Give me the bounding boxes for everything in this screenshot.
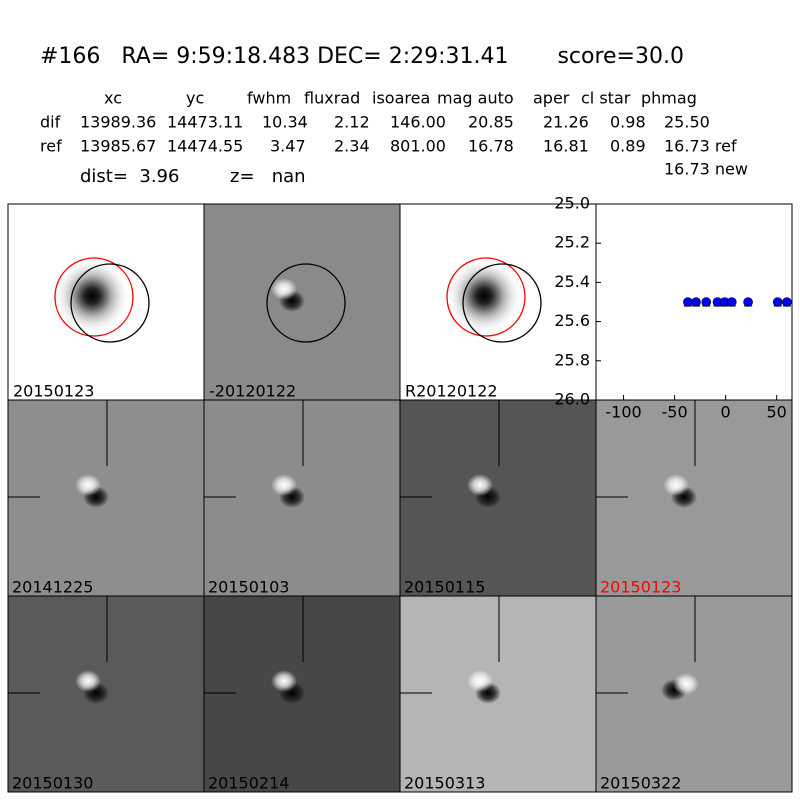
panel (595, 595, 793, 793)
table-cell: ref (40, 137, 62, 156)
y-tick-label: 25.4 (554, 272, 590, 291)
source-light (75, 474, 101, 496)
table-cell: 13989.36 (80, 113, 156, 132)
table-cell: 146.00 (390, 113, 446, 132)
column-header: xc (104, 89, 122, 108)
panel-label: 20150123 (600, 578, 681, 597)
point (726, 297, 737, 307)
panel-label: -20120122 (209, 382, 296, 401)
point (782, 297, 792, 307)
source-light (271, 474, 297, 496)
table-cell: dif (40, 113, 61, 132)
source-light (663, 474, 689, 496)
table-cell: 2.12 (334, 113, 370, 132)
new-phmag: 16.73 new (664, 160, 748, 179)
column-header: aper (533, 89, 570, 108)
column-header: fwhm (247, 89, 291, 108)
x-tick-label: 50 (767, 403, 787, 422)
source-light (271, 670, 297, 692)
column-header: phmag (641, 89, 697, 108)
panel-label: 20150214 (208, 774, 289, 793)
panel-label: R20120122 (405, 382, 498, 401)
table-cell: 801.00 (390, 137, 446, 156)
table-cell: 16.78 (468, 137, 514, 156)
det-circle (70, 263, 150, 343)
point (701, 297, 712, 307)
panel-label: 20150115 (404, 578, 485, 597)
panel-label: 20141225 (12, 578, 93, 597)
title: #166 RA= 9:59:18.483 DEC= 2:29:31.41 sco… (40, 44, 684, 69)
table-cell: 16.73 ref (664, 137, 737, 156)
table-cell: 14473.11 (167, 113, 243, 132)
table-cell: 0.98 (610, 113, 646, 132)
ref-circle (54, 257, 134, 337)
point (772, 297, 783, 307)
source-light (467, 670, 493, 692)
table-cell: 3.47 (270, 137, 306, 156)
det-circle (266, 263, 346, 343)
redshift: z= nan (230, 166, 306, 187)
source-light (271, 278, 297, 300)
source-light (673, 673, 699, 695)
column-header: yc (186, 89, 204, 108)
column-header: mag auto (437, 89, 514, 108)
table-cell: 16.81 (543, 137, 589, 156)
table-cell: 0.89 (610, 137, 646, 156)
table-cell: 21.26 (543, 113, 589, 132)
panel-label: 20150123 (13, 382, 94, 401)
ref-circle (446, 257, 526, 337)
y-tick-label: 25.0 (554, 194, 590, 213)
y-tick-label: 25.8 (554, 350, 590, 369)
point (743, 297, 753, 307)
det-circle (462, 263, 542, 343)
panel-label: 20150322 (600, 774, 681, 793)
dist: dist= 3.96 (80, 166, 179, 187)
source-light (467, 474, 493, 496)
x-tick-label: -50 (662, 403, 688, 422)
x-tick-label: 0 (721, 403, 731, 422)
panel-label: 20150103 (208, 578, 289, 597)
y-tick-label: 25.2 (554, 233, 590, 252)
table-cell: 20.85 (468, 113, 514, 132)
column-header: cl star (581, 89, 631, 108)
column-header: fluxrad (304, 89, 360, 108)
table-cell: 10.34 (262, 113, 308, 132)
table-cell: 14474.55 (167, 137, 243, 156)
y-tick-label: 26.0 (554, 390, 590, 409)
y-tick-label: 25.6 (554, 311, 590, 330)
x-tick-label: -100 (605, 403, 641, 422)
point (691, 297, 701, 307)
panel-label: 20150130 (12, 774, 93, 793)
table-cell: 25.50 (664, 113, 710, 132)
table-cell: 13985.67 (80, 137, 156, 156)
table-cell: 2.34 (334, 137, 370, 156)
panel-label: 20150313 (404, 774, 485, 793)
column-header: isoarea (372, 89, 430, 108)
source-light (75, 670, 101, 692)
point (683, 297, 693, 307)
